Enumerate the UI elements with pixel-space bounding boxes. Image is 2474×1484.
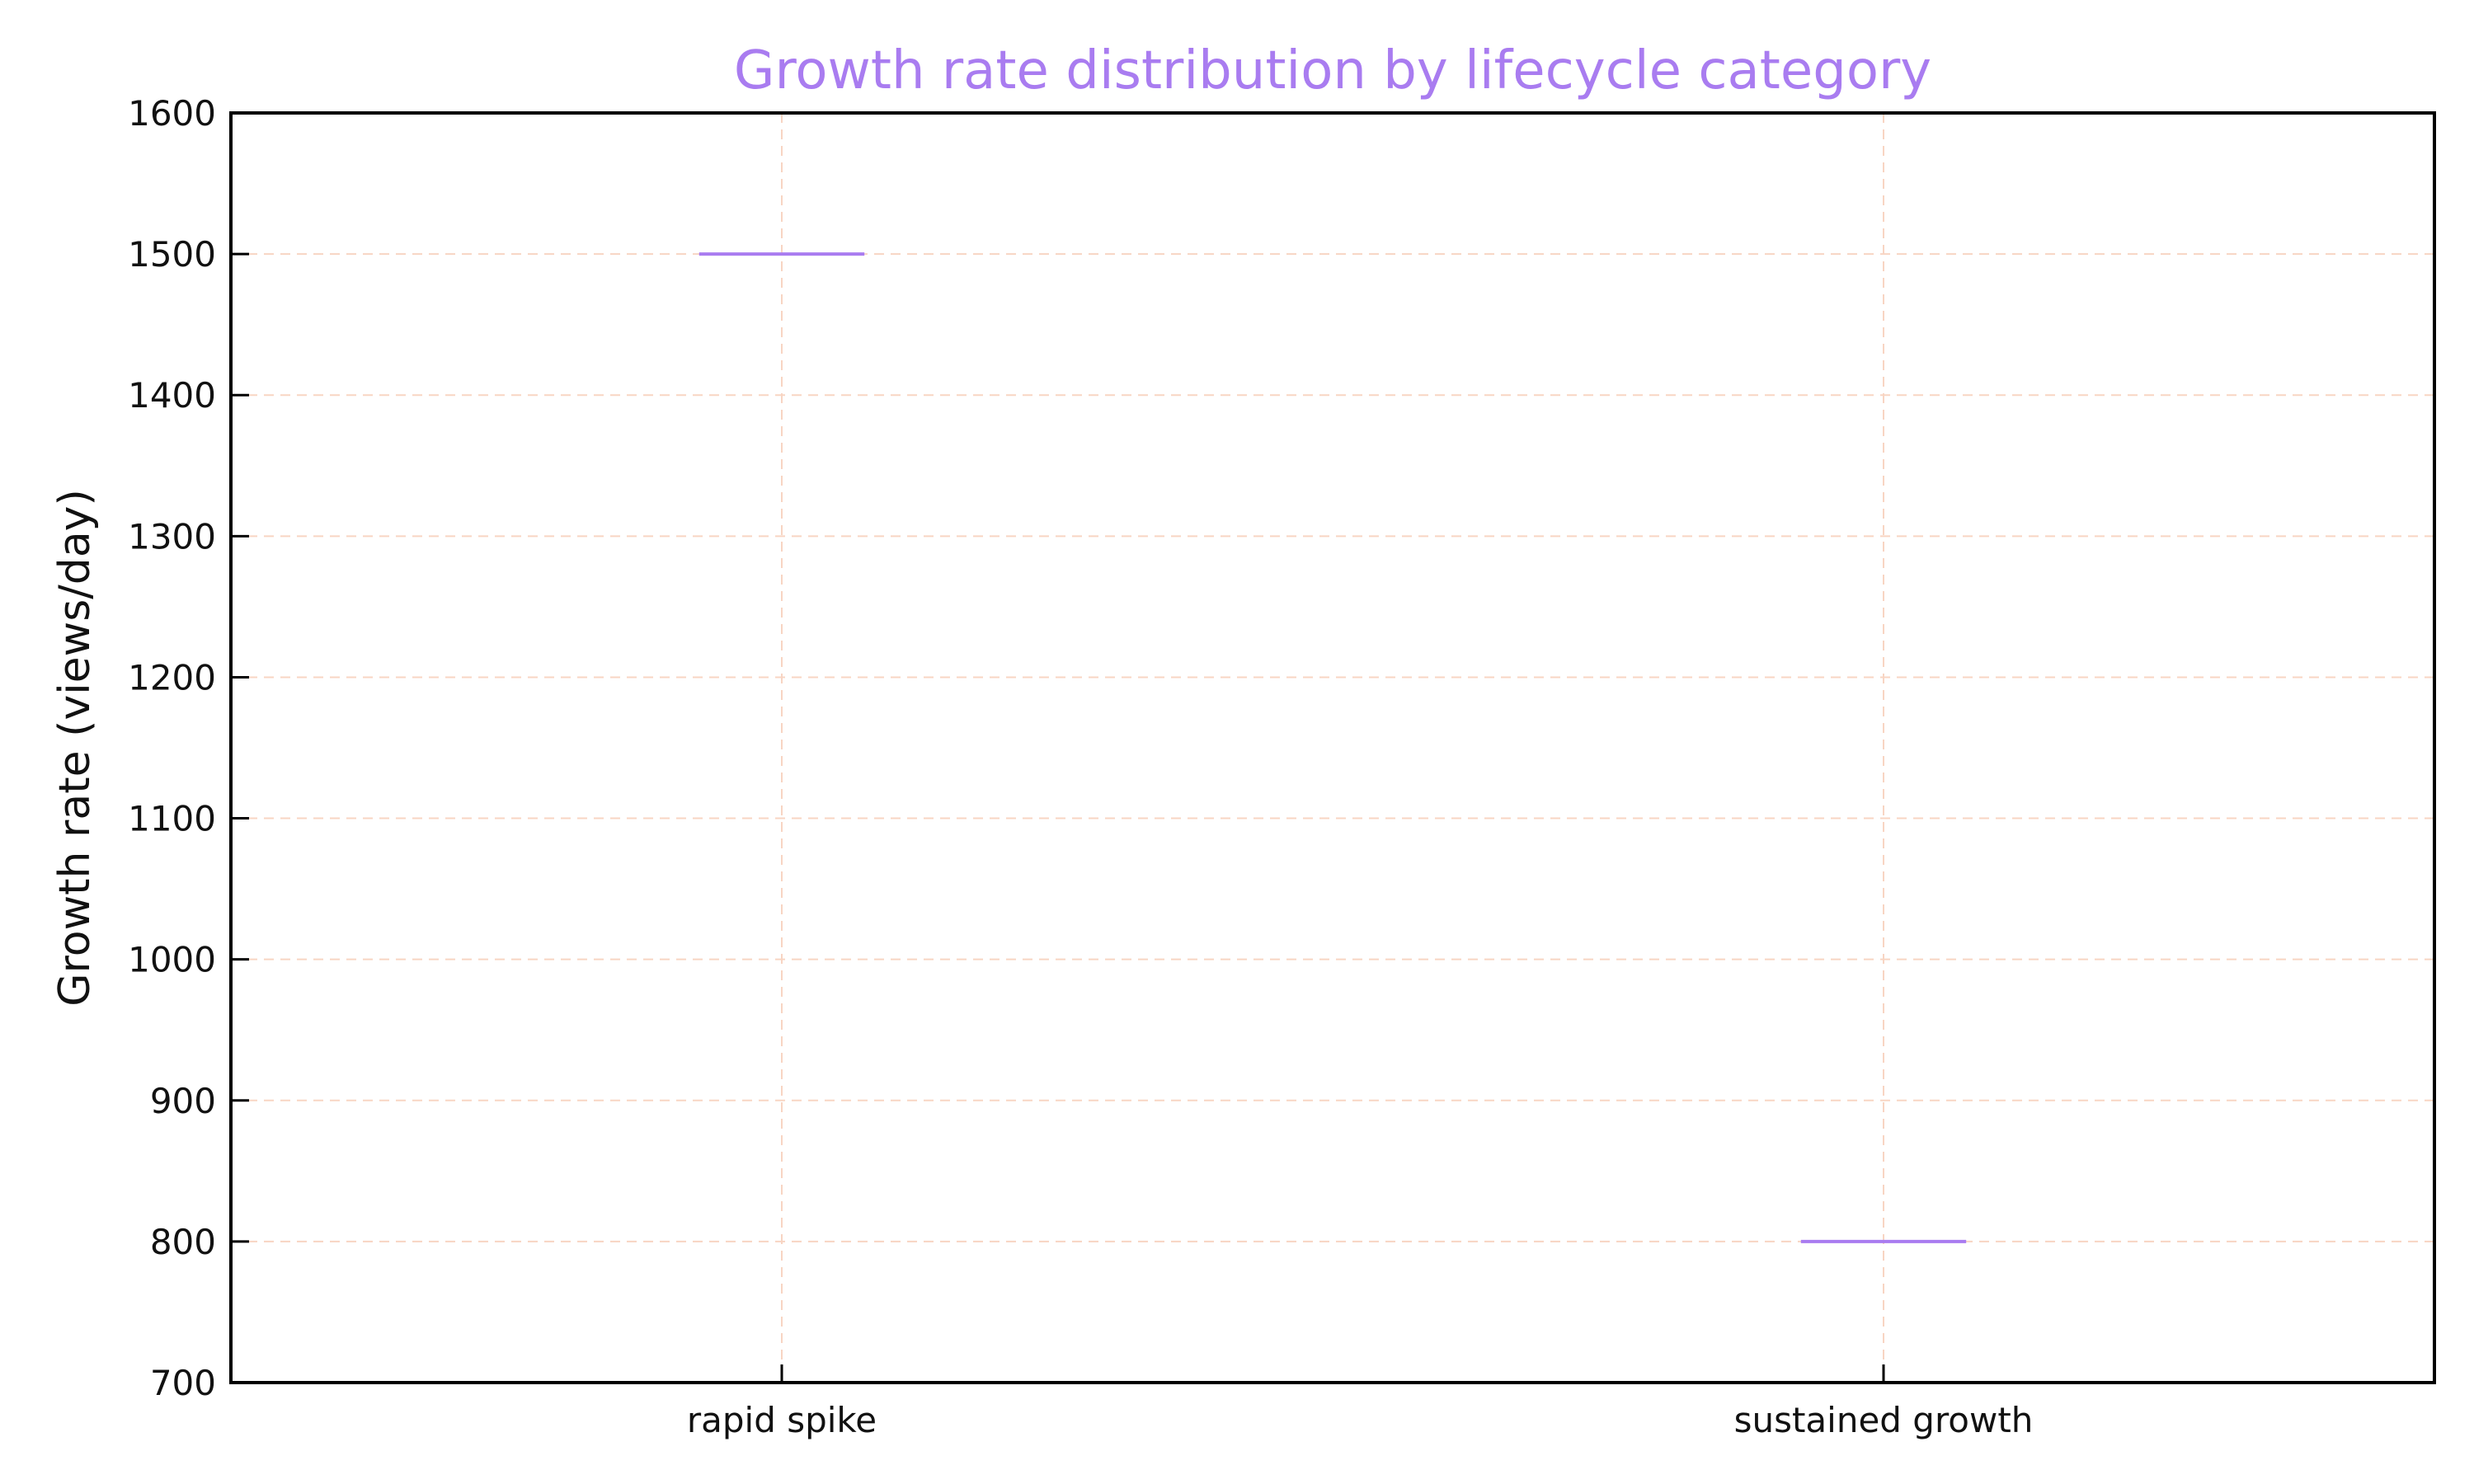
y-tick-label: 900 bbox=[150, 1081, 216, 1121]
x-tick-label: sustained growth bbox=[1734, 1400, 2034, 1440]
grid-layer bbox=[231, 113, 2434, 1383]
y-tick-label: 1500 bbox=[128, 234, 216, 275]
y-tick-label: 1000 bbox=[128, 940, 216, 980]
tick-layer: 700 800 900 1000 1100 1200 1300 1400 1500 1600 rap… bbox=[128, 93, 2033, 1440]
y-tick-label: 1200 bbox=[128, 657, 216, 697]
x-tick-label: rapid spike bbox=[687, 1400, 877, 1440]
chart-title: Growth rate distribution by lifecycle ca… bbox=[734, 40, 1931, 101]
y-tick-label: 1300 bbox=[128, 516, 216, 556]
y-tick-label: 700 bbox=[150, 1363, 216, 1403]
y-tick-label: 1600 bbox=[128, 93, 216, 134]
y-axis-label: Growth rate (views/day) bbox=[50, 489, 100, 1006]
plot-area-frame bbox=[229, 111, 2436, 1384]
y-tick-label: 1400 bbox=[128, 375, 216, 416]
y-tick-label: 800 bbox=[150, 1222, 216, 1262]
mark-layer bbox=[698, 252, 1967, 1243]
y-tick-label: 1100 bbox=[128, 799, 216, 839]
